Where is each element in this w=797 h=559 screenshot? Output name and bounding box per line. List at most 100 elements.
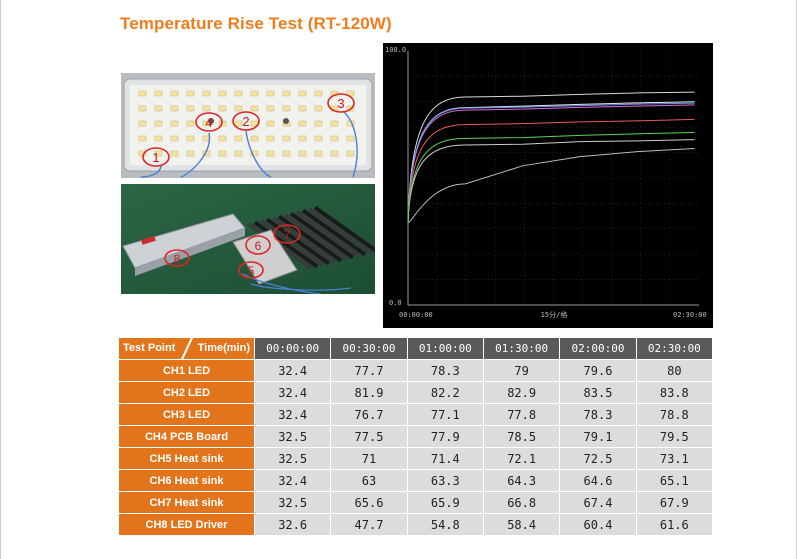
table-cell: 58.4 (483, 514, 560, 535)
table-cell: 81.9 (331, 382, 407, 403)
marker-ring (232, 111, 260, 131)
table-cell: 32.4 (255, 404, 331, 425)
row-label: CH7 Heat sink (119, 492, 254, 513)
heat-sink-fin (313, 205, 375, 253)
marker-ring (327, 93, 355, 113)
led-chip (138, 135, 147, 142)
table-cell: 77.7 (331, 360, 407, 381)
led-chip (330, 150, 339, 157)
time-header: Time(min) (197, 342, 250, 354)
led-chip (266, 135, 275, 142)
table-cell: 82.2 (407, 382, 483, 403)
led-chip (234, 120, 243, 127)
row-label: CH4 PCB Board (119, 426, 254, 447)
led-chip (202, 90, 211, 97)
led-chip (250, 150, 259, 157)
led-chip (218, 135, 227, 142)
table-cell: 78.8 (636, 404, 712, 425)
table-cell: 78.5 (483, 426, 560, 447)
table-cell: 77.5 (331, 426, 407, 447)
led-chip (314, 135, 323, 142)
led-chip (266, 90, 275, 97)
x-tick-label: 00:00:00 (399, 311, 433, 319)
table-row: CH6 Heat sink 32.4 63 63.3 64.3 64.6 65.… (119, 470, 712, 491)
table-cell: 66.8 (483, 492, 560, 513)
table-cell: 77.9 (407, 426, 483, 447)
table-cell: 72.5 (560, 448, 636, 469)
heat-sink-fin (265, 217, 331, 266)
time-column-header: 02:30:00 (636, 338, 712, 359)
table-cell: 64.6 (560, 470, 636, 491)
table-cell: 79 (483, 360, 560, 381)
table-cell: 65.1 (636, 470, 712, 491)
table-cell: 32.5 (255, 426, 331, 447)
led-chip (298, 105, 307, 112)
row-label: CH6 Heat sink (119, 470, 254, 491)
led-chip (298, 135, 307, 142)
series-line (407, 139, 695, 223)
table-cell: 79.6 (560, 360, 636, 381)
table-row: CH8 LED Driver 32.6 47.7 54.8 58.4 60.4 … (119, 514, 712, 535)
table-cell: 61.6 (636, 514, 712, 535)
led-chip (330, 135, 339, 142)
series-line (407, 148, 695, 223)
table-corner-header: Test Point Time(min) (119, 338, 254, 359)
table-cell: 83.8 (636, 382, 712, 403)
led-chip (170, 90, 179, 97)
led-chip (218, 105, 227, 112)
table-cell: 65.9 (407, 492, 483, 513)
marker-ring (164, 249, 190, 267)
marker-number: 3 (337, 96, 344, 111)
led-chip (346, 150, 355, 157)
series-line (407, 102, 695, 223)
table-cell: 78.3 (560, 404, 636, 425)
table-cell: 71 (331, 448, 407, 469)
led-chip (186, 120, 195, 127)
heat-sink-fin (289, 211, 355, 260)
marker-number: 5 (248, 264, 255, 278)
marker-number: 1 (152, 150, 159, 165)
led-chip (266, 150, 275, 157)
led-chip (266, 120, 275, 127)
marker-number: 4 (205, 115, 212, 130)
led-chip (234, 90, 243, 97)
x-tick-label: 02:30:00 (673, 311, 707, 319)
led-chip (186, 150, 195, 157)
led-chip (138, 90, 147, 97)
table-cell: 71.4 (407, 448, 483, 469)
table-cell: 54.8 (407, 514, 483, 535)
led-chip (234, 135, 243, 142)
time-column-header: 00:30:00 (331, 338, 407, 359)
led-chip (154, 120, 163, 127)
heat-sink-fin (295, 210, 361, 258)
led-chip (298, 120, 307, 127)
led-chip (154, 135, 163, 142)
marker-ring (142, 147, 170, 167)
marker-number: 8 (174, 252, 181, 266)
assembly-photo: 8 6 7 5 (121, 184, 375, 294)
time-column-header: 01:00:00 (407, 338, 483, 359)
led-chip (138, 120, 147, 127)
led-chip (250, 135, 259, 142)
led-chip (250, 90, 259, 97)
led-chip (250, 105, 259, 112)
led-chip (186, 135, 195, 142)
table-cell: 32.4 (255, 360, 331, 381)
x-center-label: 15分/格 (541, 310, 568, 319)
marker-number: 6 (255, 239, 262, 253)
table-row: CH4 PCB Board 32.5 77.5 77.9 78.5 79.1 7… (119, 426, 712, 447)
heat-sink-fin (277, 214, 343, 263)
table-cell: 67.4 (560, 492, 636, 513)
led-chip (154, 150, 163, 157)
table-cell: 32.5 (255, 492, 331, 513)
row-label: CH2 LED (119, 382, 254, 403)
led-chip (218, 150, 227, 157)
table-cell: 73.1 (636, 448, 712, 469)
table-cell: 76.7 (331, 404, 407, 425)
table-cell: 80 (636, 360, 712, 381)
table-row: CH2 LED 32.4 81.9 82.2 82.9 83.5 83.8 (119, 382, 712, 403)
y-bottom-label: 0.0 (389, 299, 402, 307)
marker-ring (238, 261, 264, 279)
heat-sink-fin (307, 207, 373, 255)
marker-number: 2 (242, 114, 249, 129)
